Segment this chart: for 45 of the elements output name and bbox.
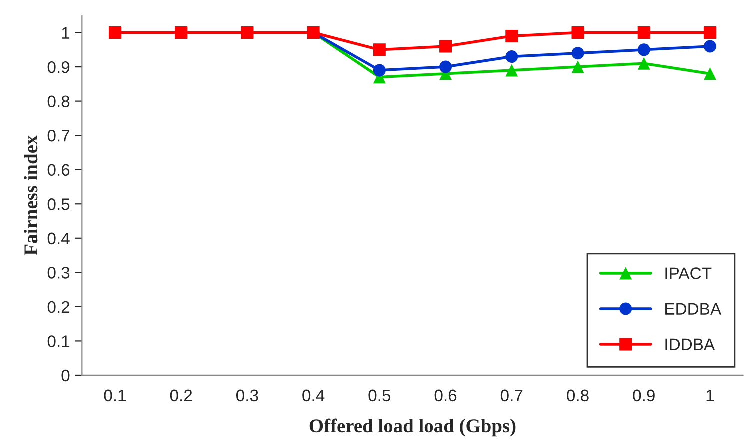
y-tick-label: 0.8 (48, 96, 70, 108)
y-tick-label: 0.9 (48, 61, 70, 74)
x-tick-label: 0.8 (567, 390, 589, 402)
point (440, 40, 452, 53)
point (704, 26, 716, 40)
point (704, 68, 716, 80)
point (638, 44, 650, 56)
y-tick-label: 0.4 (48, 232, 70, 245)
point (506, 64, 518, 77)
legend-label: IPACT (666, 268, 712, 280)
point (175, 26, 188, 40)
x-tick-label: 0.4 (302, 390, 325, 402)
point (572, 47, 584, 60)
y-tick-label: 0.2 (48, 301, 70, 314)
point (241, 26, 254, 40)
y-axis-title: Fairness index (24, 135, 38, 256)
y-tick-label: 1 (62, 27, 70, 39)
point (506, 50, 518, 64)
point (506, 30, 518, 42)
x-tick-label: 0.9 (633, 390, 655, 402)
y-tick-label: 0.7 (48, 130, 70, 142)
x-tick-label: 0.3 (236, 390, 258, 402)
point (704, 40, 716, 53)
point (638, 26, 650, 40)
point (108, 26, 122, 40)
point (572, 60, 584, 74)
y-tick-label: 0.5 (48, 198, 70, 210)
legend-label: IDDBA (666, 338, 716, 350)
point (373, 44, 386, 56)
point (373, 64, 386, 77)
x-tick-label: 1 (706, 390, 714, 402)
point (440, 60, 452, 74)
legend-label: EDDBA (666, 303, 722, 315)
x-tick-label: 0.5 (368, 390, 391, 402)
x-tick-label: 0.1 (104, 390, 126, 402)
y-tick-label: 0.1 (48, 336, 70, 348)
point (638, 57, 650, 70)
x-axis-title: Offered load load (Gbps) (310, 418, 516, 437)
x-tick-label: 0.6 (434, 390, 457, 402)
y-tick-label: 0.6 (48, 164, 70, 176)
x-tick-label: 0.2 (170, 390, 192, 402)
x-tick-label: 0.7 (500, 390, 523, 402)
point (572, 26, 584, 40)
y-tick-label: 0.3 (48, 267, 70, 279)
y-tick-label: 0 (62, 370, 70, 382)
